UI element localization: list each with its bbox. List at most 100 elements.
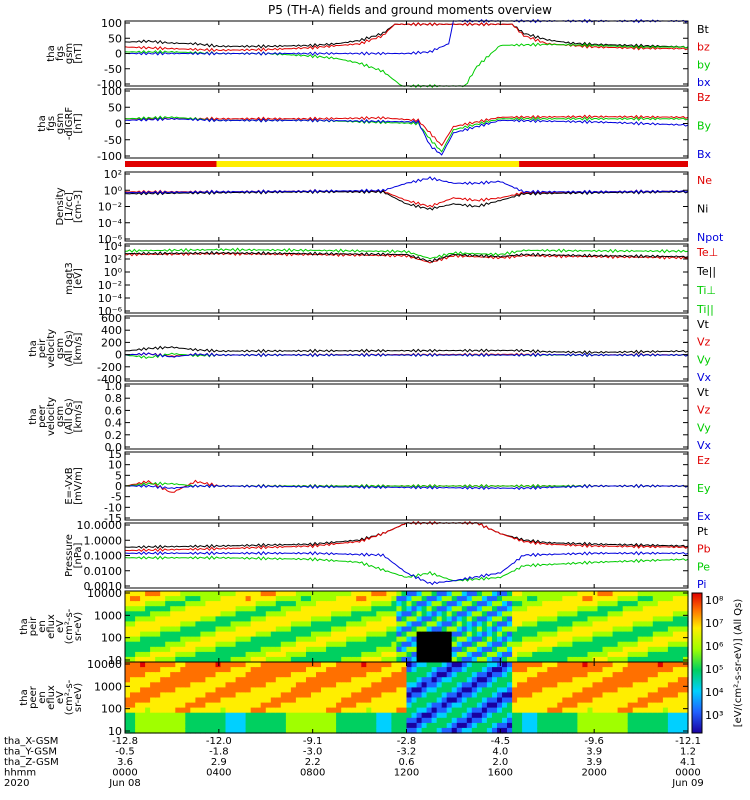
ylabel-line: eflux [46, 614, 57, 639]
spec-cell [205, 616, 211, 623]
spec-cell [451, 641, 458, 648]
spec-cell [577, 717, 583, 724]
spec-cell [522, 677, 528, 683]
spec-cell [522, 631, 528, 638]
spec-cell [275, 596, 282, 602]
spec-cell [537, 667, 543, 673]
spec-cell [180, 667, 186, 673]
spec-cell [492, 601, 498, 607]
spec-cell [421, 722, 428, 729]
spec-cell [597, 611, 604, 617]
spec-cell [411, 697, 418, 704]
spec-cell [431, 727, 438, 734]
spec-cell [612, 707, 619, 714]
spec-cell [215, 591, 222, 597]
spec-cell [622, 606, 629, 612]
spec-cell [466, 682, 473, 688]
spec-cell [155, 677, 161, 683]
spec-cell [260, 636, 267, 643]
spec-cell [185, 677, 191, 683]
spec-cell [391, 697, 397, 704]
spec-cell [562, 722, 568, 729]
spec-cell [391, 621, 397, 628]
spec-cell [190, 677, 196, 683]
spec-cell [205, 646, 211, 653]
spec-cell [537, 631, 543, 638]
spec-cell [275, 667, 282, 673]
spec-cell [160, 692, 166, 699]
spec-cell [572, 601, 578, 607]
spec-cell [582, 662, 588, 668]
spec-cell [321, 707, 327, 714]
xaxis-value: -9.6 [584, 736, 604, 747]
spec-cell [220, 712, 227, 719]
spec-cell [175, 682, 181, 688]
spec-cell [145, 641, 151, 648]
spec-cell [140, 616, 146, 623]
spec-cell [175, 656, 181, 663]
spec-cell [502, 631, 508, 638]
spec-cell [431, 656, 438, 663]
spec-cell [517, 712, 523, 719]
spec-cell [386, 702, 392, 709]
legend-Ey: Ey [697, 482, 711, 495]
legend-Ni: Ni [697, 203, 708, 216]
spec-cell [220, 651, 227, 658]
spec-cell [240, 651, 247, 658]
ion-spectrogram [125, 591, 689, 663]
spec-cell [366, 596, 372, 602]
spec-cell [170, 722, 176, 729]
spec-cell [542, 687, 548, 694]
spec-cell [537, 621, 543, 628]
spec-cell [376, 646, 382, 653]
legend-Bz: Bz [697, 91, 711, 104]
spec-cell [476, 616, 483, 623]
spec-cell [150, 727, 156, 734]
spec-cell [602, 651, 609, 658]
spec-cell [522, 601, 528, 607]
spec-cell [185, 682, 191, 688]
spec-cell [185, 656, 191, 663]
spec-cell [331, 596, 337, 602]
spec-cell [135, 692, 141, 699]
spec-cell [275, 591, 282, 597]
spec-cell [170, 601, 176, 607]
spec-cell [386, 692, 392, 699]
spec-cell [140, 641, 146, 648]
spec-cell [170, 662, 176, 668]
spec-cell [527, 677, 533, 683]
spec-cell [637, 687, 644, 694]
spec-cell [456, 651, 463, 658]
spec-cell [416, 702, 423, 709]
spec-cell [285, 651, 292, 658]
spec-cell [215, 621, 222, 628]
spec-cell [321, 667, 327, 673]
spec-cell [311, 606, 317, 612]
spec-cell [547, 727, 553, 734]
spec-cell [582, 692, 588, 699]
spec-cell [622, 672, 629, 678]
spec-cell [135, 591, 141, 597]
spec-cell [602, 626, 609, 633]
series-Ti⊥ [125, 247, 689, 260]
spec-cell [205, 591, 211, 597]
spec-cell [532, 707, 538, 714]
spec-cell [150, 591, 156, 597]
spec-cell [285, 727, 292, 734]
spec-cell [602, 641, 609, 648]
spec-cell [311, 677, 317, 683]
spec-cell [255, 682, 262, 688]
spec-cell [280, 727, 287, 734]
spec-cell [632, 702, 639, 709]
spec-cell [512, 687, 518, 694]
spec-cell [346, 727, 352, 734]
spec-cell [165, 727, 171, 734]
spec-cell [290, 621, 297, 628]
spec-cell [321, 682, 327, 688]
spec-cell [316, 656, 322, 663]
spec-cell [190, 702, 196, 709]
spec-cell [637, 722, 644, 729]
spec-cell [552, 692, 558, 699]
spec-cell [446, 596, 453, 602]
